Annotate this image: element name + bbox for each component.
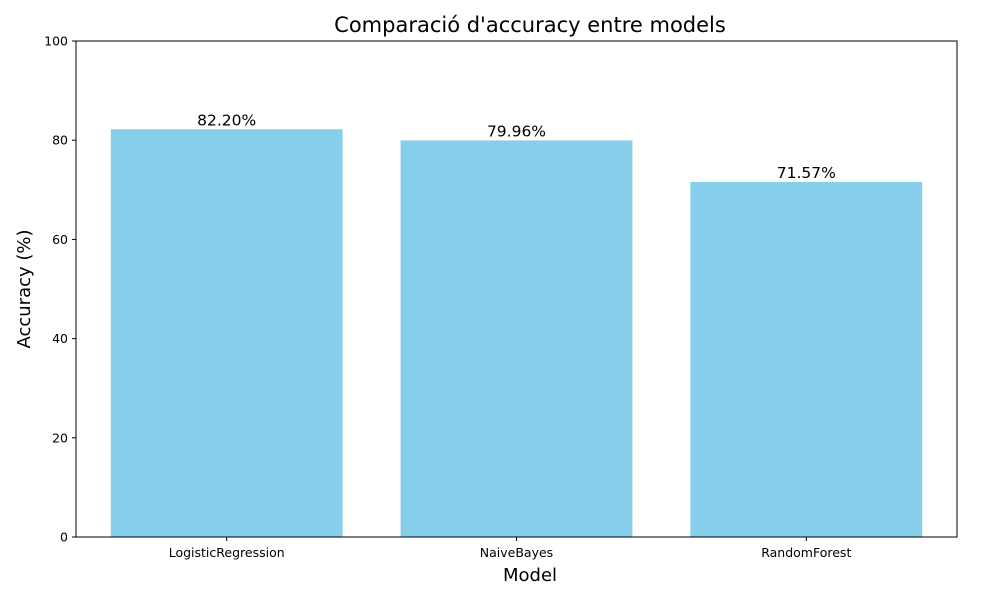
- x-tick-label: LogisticRegression: [169, 545, 285, 560]
- y-axis-label: Accuracy (%): [14, 229, 35, 348]
- data-label-LogisticRegression: 82.20%: [197, 111, 256, 129]
- y-tick-label: 80: [52, 133, 68, 148]
- data-label-NaiveBayes: 79.96%: [487, 122, 546, 140]
- y-tick-label: 60: [52, 232, 68, 247]
- bar-LogisticRegression: [110, 129, 343, 537]
- y-tick-label: 100: [44, 34, 68, 49]
- x-axis-label: Model: [503, 565, 557, 586]
- x-axis-ticks: LogisticRegression NaiveBayes RandomForest: [169, 537, 851, 560]
- bar-NaiveBayes: [400, 140, 633, 537]
- x-tick-label: NaiveBayes: [480, 545, 553, 560]
- y-tick-label: 20: [52, 430, 68, 445]
- plot-area: 82.20% 79.96% 71.57% 0 20 40 60 80 100 Logistic…: [44, 34, 958, 560]
- bars-layer: [110, 129, 923, 537]
- y-tick-label: 40: [52, 331, 68, 346]
- x-tick-label: RandomForest: [761, 545, 851, 560]
- y-tick-label: 0: [60, 530, 68, 545]
- data-label-RandomForest: 71.57%: [777, 164, 836, 182]
- data-labels-layer: 82.20% 79.96% 71.57%: [197, 111, 836, 182]
- chart-title: Comparació d'accuracy entre models: [334, 13, 726, 37]
- y-axis-ticks: 0 20 40 60 80 100: [44, 34, 76, 545]
- bar-RandomForest: [690, 182, 923, 537]
